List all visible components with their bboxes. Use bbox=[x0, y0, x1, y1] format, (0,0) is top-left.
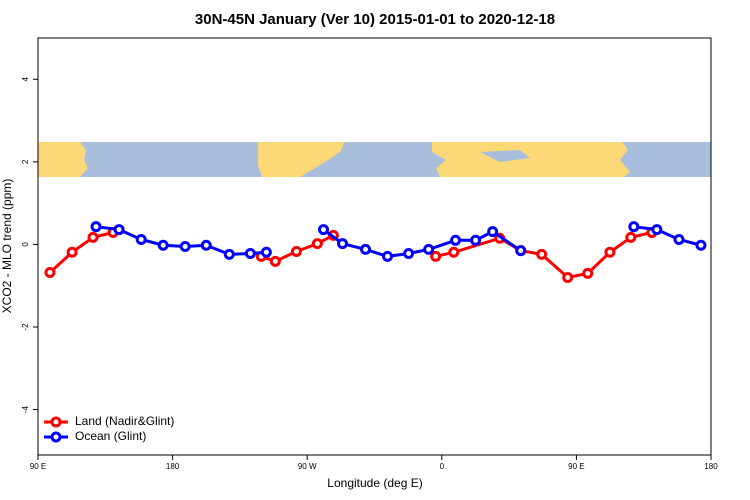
y-tick-label: -4 bbox=[21, 405, 30, 413]
data-point bbox=[625, 231, 637, 243]
x-axis-label: Longitude (deg E) bbox=[327, 476, 422, 490]
data-point bbox=[66, 246, 78, 258]
data-point bbox=[260, 246, 272, 258]
data-point bbox=[562, 271, 574, 283]
x-tick-label: 90 E bbox=[30, 462, 46, 471]
data-point bbox=[336, 238, 348, 250]
data-point bbox=[651, 224, 663, 236]
data-point bbox=[628, 221, 640, 233]
y-tick-label: 2 bbox=[21, 159, 30, 164]
x-tick-label: 90 E bbox=[568, 462, 584, 471]
data-point bbox=[582, 267, 594, 279]
data-point bbox=[157, 239, 169, 251]
data-point bbox=[536, 248, 548, 260]
data-point bbox=[318, 224, 330, 236]
data-point bbox=[135, 233, 147, 245]
y-tick-label: 0 bbox=[21, 242, 30, 247]
data-point bbox=[269, 255, 281, 267]
data-point bbox=[673, 233, 685, 245]
y-axis-label: XCO2 - MLO trend (ppm) bbox=[0, 179, 14, 314]
data-point bbox=[244, 248, 256, 260]
data-point bbox=[382, 250, 394, 262]
data-point bbox=[200, 239, 212, 251]
data-point bbox=[604, 246, 616, 258]
x-tick-label: 0 bbox=[440, 462, 445, 471]
data-point bbox=[470, 234, 482, 246]
plot-frame bbox=[37, 37, 712, 456]
data-point bbox=[44, 267, 56, 279]
data-point bbox=[423, 243, 435, 255]
legend-label: Ocean (Glint) bbox=[75, 429, 146, 443]
data-point bbox=[87, 231, 99, 243]
y-tick-label: 4 bbox=[21, 77, 30, 82]
y-tick-label: -2 bbox=[21, 323, 30, 331]
data-point bbox=[448, 246, 460, 258]
data-point bbox=[403, 248, 415, 260]
data-point bbox=[179, 241, 191, 252]
data-point bbox=[113, 224, 125, 236]
map-band bbox=[38, 142, 711, 177]
data-point bbox=[360, 243, 372, 255]
data-point bbox=[223, 248, 235, 260]
legend-label: Land (Nadir&Glint) bbox=[75, 414, 174, 428]
legend-marker bbox=[50, 416, 62, 428]
data-point bbox=[430, 250, 442, 262]
data-point bbox=[695, 239, 707, 251]
legend-marker bbox=[50, 431, 62, 443]
x-tick-label: 180 bbox=[704, 462, 718, 471]
x-tick-label: 90 W bbox=[298, 462, 317, 471]
chart-title: 30N-45N January (Ver 10) 2015-01-01 to 2… bbox=[195, 11, 555, 28]
x-tick-label: 180 bbox=[166, 462, 180, 471]
data-point bbox=[450, 234, 462, 246]
data-point bbox=[290, 245, 302, 257]
data-point bbox=[90, 221, 102, 233]
data-point bbox=[515, 245, 527, 257]
data-point bbox=[487, 226, 499, 238]
data-point bbox=[311, 238, 323, 250]
